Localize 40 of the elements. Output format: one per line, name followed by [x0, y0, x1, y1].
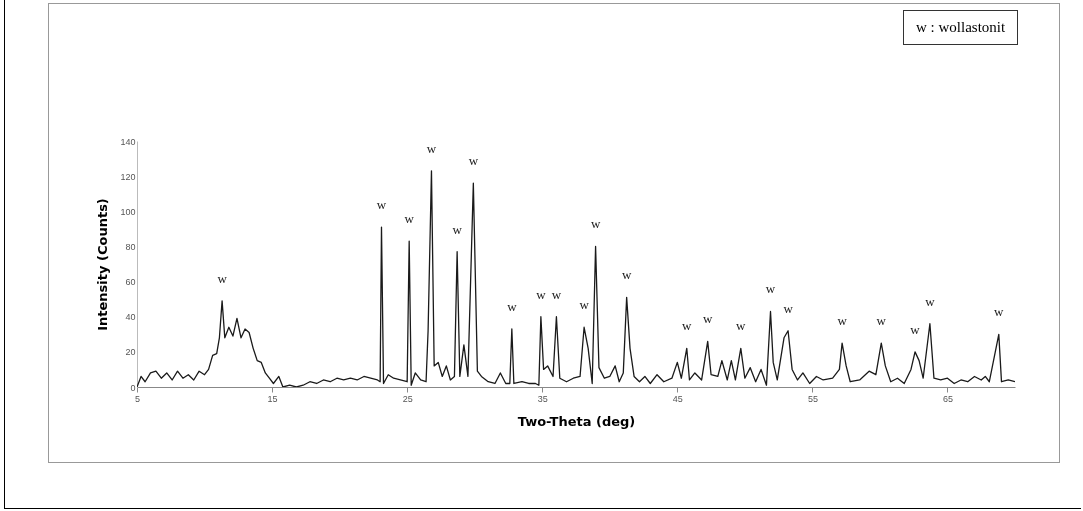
annotation: w: [452, 221, 463, 237]
annotation: w: [468, 153, 479, 169]
annotation: w: [426, 140, 437, 156]
text: w : wollastonit: [903, 10, 1019, 45]
annotation: w: [621, 267, 632, 283]
x-tick-label: 45: [672, 393, 683, 404]
x-axis-title: Two-Theta (deg): [517, 413, 636, 429]
y-tick-label: 40: [125, 312, 136, 323]
annotation: w: [579, 297, 590, 313]
annotation: w: [925, 293, 936, 309]
annotation: w: [765, 281, 776, 297]
annotation: w: [376, 197, 387, 213]
x-tick-label: 15: [267, 393, 278, 404]
annotation: w: [536, 286, 547, 302]
annotation: w: [837, 313, 848, 329]
annotation: w: [876, 313, 887, 329]
x-tick-label: 65: [942, 393, 953, 404]
y-tick-label: 0: [130, 382, 136, 393]
y-tick-label: 60: [125, 277, 136, 288]
annotation: w: [682, 318, 693, 334]
annotation: w: [910, 321, 921, 337]
y-tick-label: 120: [120, 171, 136, 182]
x-tick-label: 35: [537, 393, 548, 404]
annotation: w: [703, 311, 713, 327]
y-tick-label: 80: [125, 241, 136, 252]
x-tick-label: 5: [134, 393, 141, 404]
annotation: w: [507, 299, 518, 315]
annotation: w: [736, 318, 747, 334]
annotation: w: [994, 304, 1005, 320]
annotation: w: [404, 211, 415, 227]
x-tick-label: 25: [402, 393, 413, 404]
annotation: w: [551, 286, 562, 302]
annotation: w: [590, 216, 601, 232]
y-tick-label: 140: [120, 136, 136, 147]
y-axis-title: Intensity (Counts): [95, 198, 111, 331]
x-tick-label: 55: [807, 393, 818, 404]
y-tick-label: 20: [125, 347, 136, 358]
annotation: w: [783, 300, 794, 316]
annotation: w: [217, 270, 228, 286]
y-tick-label: 100: [120, 206, 136, 217]
